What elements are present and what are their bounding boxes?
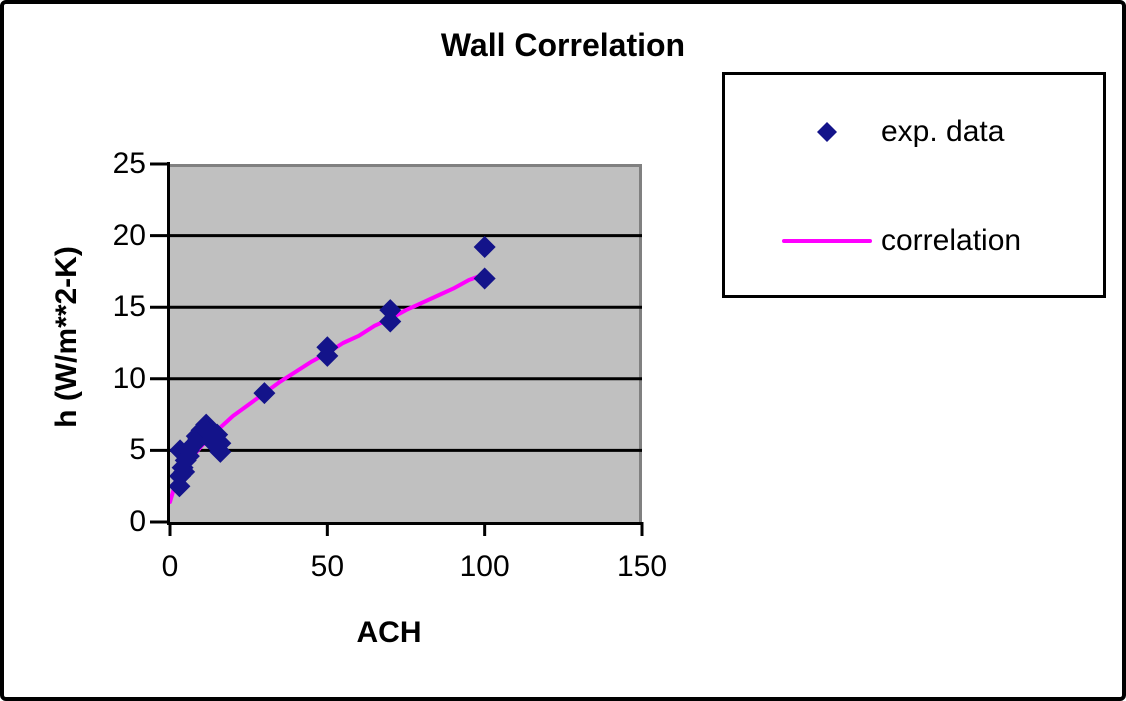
y-tick-label-0: 0 <box>129 505 146 538</box>
plot-background <box>170 164 642 522</box>
x-axis-title: ACH <box>356 616 422 649</box>
data-point-diamond <box>473 236 496 259</box>
x-tick-label-0: 0 <box>161 550 179 583</box>
legend-label-correlation: correlation <box>881 224 1022 257</box>
x-tick-label-50: 50 <box>310 550 345 583</box>
x-tick-label-150: 150 <box>616 550 668 583</box>
chart-title: Wall Correlation <box>440 27 686 63</box>
y-axis-title: h (W/m**2-K) <box>50 246 83 428</box>
data-point-diamond <box>316 336 339 359</box>
x-tick-label-100: 100 <box>459 550 510 583</box>
y-tick-label-10: 10 <box>112 361 146 395</box>
y-tick-label-15: 15 <box>112 290 146 324</box>
diamond-marker-icon <box>782 120 872 144</box>
legend-entry-correlation: correlation <box>725 216 1103 266</box>
data-point-diamond <box>379 310 402 333</box>
plot-area-svg <box>150 162 644 536</box>
data-point-diamond <box>209 440 232 463</box>
y-tick-label-20: 20 <box>112 218 146 252</box>
line-marker-icon <box>782 239 872 243</box>
legend: exp. data correlation <box>722 72 1106 298</box>
data-point-diamond <box>379 299 402 322</box>
legend-label-exp-data: exp. data <box>881 115 1005 148</box>
y-tick-label-25: 25 <box>112 147 146 180</box>
legend-entry-exp-data: exp. data <box>725 107 1103 157</box>
y-tick-label-5: 5 <box>129 433 146 467</box>
data-point-diamond <box>473 267 496 290</box>
data-point-diamond <box>253 382 276 405</box>
